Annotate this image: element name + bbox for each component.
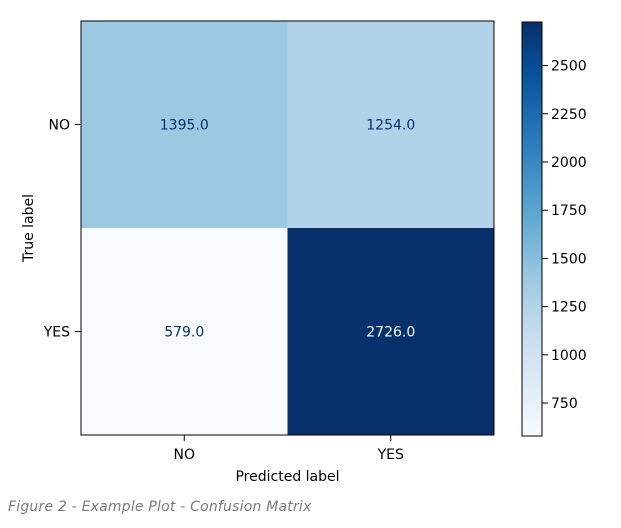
cell-value-label: 579.0	[164, 325, 204, 341]
y-tick-label: YES	[43, 325, 70, 341]
colorbar-tick-label: 1250	[551, 300, 587, 316]
figure-caption: Figure 2 - Example Plot - Confusion Matr…	[8, 499, 312, 515]
matrix-cell	[287, 21, 494, 228]
cell-value-label: 2726.0	[366, 325, 415, 341]
x-tick-label: NO	[174, 447, 196, 463]
plot-frame	[80, 20, 495, 436]
colorbar-ticks: 750 1000 1250 1500 1750 2000 2250 2500	[542, 59, 587, 412]
matrix-cells	[81, 21, 494, 435]
confusion-matrix-chart: 1395.0 1254.0 579.0 2726.0 NO YES NO YES Pred…	[21, 20, 587, 485]
x-tick-label: YES	[377, 447, 404, 463]
colorbar-tick-label: 2000	[551, 155, 587, 171]
y-axis-ticks: NO YES	[43, 118, 81, 341]
colorbar-tick-label: 1500	[551, 251, 587, 267]
colorbar	[521, 21, 543, 437]
matrix-cell	[81, 228, 288, 435]
colorbar-tick-label: 2250	[551, 107, 587, 123]
matrix-cell	[287, 228, 494, 435]
colorbar-tick-label: 1750	[551, 203, 587, 219]
y-tick-label: NO	[49, 118, 71, 134]
colorbar-tick-label: 1000	[551, 348, 587, 364]
cell-value-label: 1254.0	[366, 118, 415, 134]
colorbar-tick-label: 750	[551, 396, 578, 412]
matrix-cell	[81, 21, 288, 228]
x-axis-ticks: NO YES	[174, 435, 404, 463]
colorbar-tick-label: 2500	[551, 59, 587, 75]
x-axis-label: Predicted label	[235, 469, 339, 485]
y-axis-label: True label	[21, 194, 37, 263]
matrix-cell-labels: 1395.0 1254.0 579.0 2726.0	[160, 118, 416, 341]
cell-value-label: 1395.0	[160, 118, 209, 134]
